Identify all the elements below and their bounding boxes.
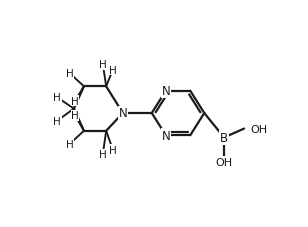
Text: H: H: [99, 150, 107, 159]
Text: B: B: [220, 131, 228, 144]
Text: H: H: [53, 93, 61, 103]
Text: H: H: [71, 96, 79, 106]
Text: OH: OH: [250, 124, 267, 134]
Text: H: H: [99, 60, 107, 70]
Text: H: H: [66, 140, 73, 150]
Text: H: H: [109, 145, 117, 155]
Text: H: H: [71, 111, 79, 121]
Text: N: N: [161, 85, 170, 98]
Text: N: N: [161, 129, 170, 142]
Text: H: H: [53, 116, 61, 126]
Text: H: H: [109, 65, 117, 75]
Text: OH: OH: [216, 157, 233, 167]
Text: N: N: [119, 107, 127, 120]
Text: H: H: [66, 69, 73, 79]
